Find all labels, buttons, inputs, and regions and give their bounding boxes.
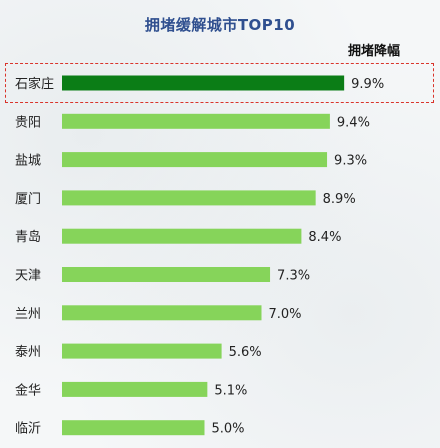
value-label: 7.0% [269, 307, 302, 322]
value-label: 9.3% [334, 154, 367, 169]
bar [62, 113, 330, 129]
legend-label: 拥堵降幅 [347, 44, 400, 59]
category-label: 金华 [15, 382, 41, 398]
chart-title: 拥堵缓解城市TOP10 [144, 16, 296, 34]
value-label: 8.9% [323, 192, 356, 207]
value-label: 5.1% [214, 383, 247, 398]
bar [62, 228, 302, 244]
bar [62, 190, 316, 206]
category-label: 天津 [15, 269, 41, 284]
bar [62, 75, 345, 91]
category-label: 青岛 [15, 229, 41, 245]
bar [62, 305, 262, 321]
value-label: 8.4% [308, 230, 341, 245]
category-label: 厦门 [15, 192, 41, 207]
bar [62, 381, 208, 397]
bar [62, 267, 271, 282]
value-label: 7.3% [277, 269, 310, 284]
value-label: 9.4% [337, 115, 370, 130]
category-label: 贵阳 [15, 115, 41, 130]
bar [62, 152, 328, 168]
bar [62, 420, 205, 436]
category-label: 石家庄 [15, 76, 54, 92]
category-label: 泰州 [15, 345, 41, 360]
value-label: 5.6% [229, 345, 262, 360]
value-label: 9.9% [351, 77, 384, 92]
category-label: 兰州 [15, 307, 41, 322]
highlight-box [5, 63, 434, 103]
category-label: 临沂 [15, 422, 41, 437]
bar [62, 343, 222, 359]
value-label: 5.0% [212, 422, 245, 437]
category-label: 盐城 [15, 154, 41, 169]
